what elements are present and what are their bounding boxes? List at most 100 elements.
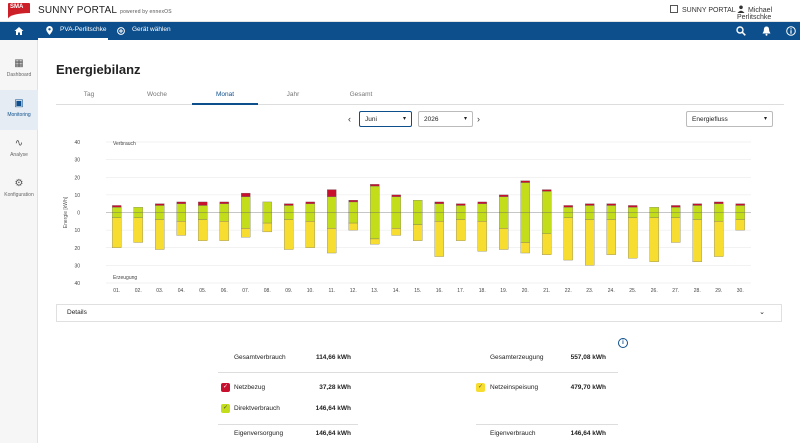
bar-netzbezug — [714, 201, 724, 204]
bar-direktverbrauch — [327, 196, 337, 213]
bar-direktverbrauch-erzeugung — [735, 212, 745, 220]
tab-jahr[interactable]: Jahr — [286, 91, 300, 98]
direktverbrauch-checkbox[interactable]: ✓ — [221, 404, 230, 413]
view-select[interactable]: Energiefluss ▾ — [686, 111, 773, 127]
bell-icon[interactable] — [762, 26, 771, 36]
x-tick-label: 20. — [522, 288, 529, 294]
bar-direktverbrauch-erzeugung — [477, 212, 487, 222]
bottom-region-label: Erzeugung — [113, 275, 137, 281]
bar-direktverbrauch — [649, 207, 659, 213]
period-tabs: Tag Woche Monat Jahr Gesamt — [56, 88, 784, 105]
nav-tab-plant[interactable]: PVA-Perlitschke — [38, 22, 108, 40]
sidebar-item-monitoring[interactable]: ▣ Monitoring — [0, 90, 38, 130]
bar-netzeinspeisung — [735, 219, 745, 231]
bar-direktverbrauch-erzeugung — [671, 212, 681, 218]
home-icon[interactable] — [14, 26, 24, 36]
x-tick-label: 22. — [565, 288, 572, 294]
x-tick-label: 17. — [457, 288, 464, 294]
x-tick-label: 08. — [264, 288, 271, 294]
x-tick-label: 19. — [500, 288, 507, 294]
direktverbrauch-value: 146,64 kWh — [315, 405, 351, 412]
bar-netzbezug — [735, 203, 745, 206]
bar-direktverbrauch — [499, 196, 509, 213]
bar-netzbezug — [219, 201, 229, 204]
bar-netzeinspeisung — [456, 219, 466, 241]
bar-direktverbrauch — [434, 203, 444, 213]
tab-monat[interactable]: Monat — [192, 88, 258, 105]
bar-netzbezug — [305, 201, 315, 204]
portal-link[interactable]: SUNNY PORTAL — [670, 5, 736, 14]
bar-netzbezug — [176, 201, 186, 204]
sidebar-item-konfiguration[interactable]: ⚙ Konfiguration — [0, 170, 38, 210]
search-icon[interactable] — [736, 26, 746, 36]
x-tick-label: 13. — [371, 288, 378, 294]
previous-arrow[interactable]: ‹ — [348, 114, 351, 124]
bar-direktverbrauch-erzeugung — [714, 212, 724, 222]
year-select[interactable]: 2026 ▾ — [418, 111, 473, 127]
info-nav-icon[interactable] — [786, 26, 796, 36]
user-icon — [737, 5, 745, 13]
eigenversorgung-value: 146,64 kWh — [315, 430, 351, 437]
sidebar-label: Analyse — [10, 152, 28, 158]
sidebar-item-analyse[interactable]: ∿ Analyse — [0, 130, 38, 170]
logo-text: SMA — [10, 4, 24, 10]
bar-direktverbrauch-erzeugung — [499, 212, 509, 229]
month-select[interactable]: Juni ▾ — [359, 111, 412, 127]
bar-netzbezug — [499, 194, 509, 197]
tab-gesamt[interactable]: Gesamt — [349, 91, 373, 98]
x-tick-label: 14. — [393, 288, 400, 294]
tab-woche[interactable]: Woche — [146, 91, 168, 98]
netzbezug-checkbox[interactable]: ✓ — [221, 383, 230, 392]
bar-direktverbrauch-erzeugung — [262, 212, 272, 224]
bar-direktverbrauch — [714, 203, 724, 213]
x-tick-label: 05. — [199, 288, 206, 294]
bar-direktverbrauch — [133, 207, 143, 213]
bar-direktverbrauch-erzeugung — [284, 212, 294, 220]
bar-direktverbrauch-erzeugung — [241, 212, 251, 229]
netzeinspeisung-checkbox[interactable]: ✓ — [476, 383, 485, 392]
x-tick-label: 23. — [586, 288, 593, 294]
dashboard-icon: ▦ — [14, 58, 24, 69]
brand-tagline: powered by ennexOS — [120, 9, 172, 15]
select-device-link[interactable]: Gerät wählen — [132, 26, 171, 33]
bar-netzeinspeisung — [262, 222, 272, 233]
x-tick-label: 26. — [651, 288, 658, 294]
next-arrow[interactable]: › — [477, 114, 480, 124]
x-tick-label: 09. — [285, 288, 292, 294]
sidebar-item-dashboard[interactable]: ▦ Dashboard — [0, 50, 38, 90]
x-tick-label: 21. — [543, 288, 550, 294]
x-tick-label: 24. — [608, 288, 615, 294]
x-tick-label: 10. — [307, 288, 314, 294]
y-tick-label: 40 — [74, 281, 80, 287]
bar-netzbezug — [391, 194, 401, 197]
bar-netzeinspeisung — [176, 221, 186, 236]
x-tick-label: 07. — [242, 288, 249, 294]
chart-svg: 40 30 20 10 0 10 20 30 40 Verbrauch Erzeugung Energ… — [63, 140, 751, 294]
bar-direktverbrauch — [370, 185, 380, 213]
bar-netzeinspeisung — [284, 219, 294, 250]
nav-bar: PVA-Perlitschke Gerät wählen — [0, 22, 800, 40]
bar-direktverbrauch-erzeugung — [391, 212, 401, 229]
bar-direktverbrauch — [606, 205, 616, 213]
energy-chart: 40 30 20 10 0 10 20 30 40 Verbrauch Erzeugung Energ… — [56, 136, 784, 296]
y-tick-label: 40 — [74, 140, 80, 146]
bar-netzbezug — [542, 189, 552, 192]
add-device-icon[interactable] — [117, 27, 125, 35]
x-tick-label: 15. — [414, 288, 421, 294]
portal-label: SUNNY PORTAL — [682, 7, 736, 14]
bar-netzeinspeisung — [628, 217, 638, 259]
bar-netzbezug — [585, 203, 595, 206]
x-tick-label: 25. — [629, 288, 636, 294]
sma-logo[interactable]: SMA — [8, 3, 30, 19]
bar-direktverbrauch-erzeugung — [542, 212, 552, 234]
bar-direktverbrauch-erzeugung — [520, 212, 530, 243]
bar-direktverbrauch — [692, 205, 702, 213]
details-expander[interactable]: Details ⌄ — [56, 304, 782, 322]
netzeinspeisung-label: Netzeinspeisung — [490, 384, 539, 391]
user-menu[interactable]: Michael Perlitschke — [737, 5, 800, 21]
bar-netzbezug — [241, 192, 251, 197]
bar-netzbezug — [284, 203, 294, 206]
tab-tag[interactable]: Tag — [83, 91, 95, 98]
info-icon[interactable]: i — [618, 338, 628, 348]
bar-netzeinspeisung — [477, 221, 487, 252]
